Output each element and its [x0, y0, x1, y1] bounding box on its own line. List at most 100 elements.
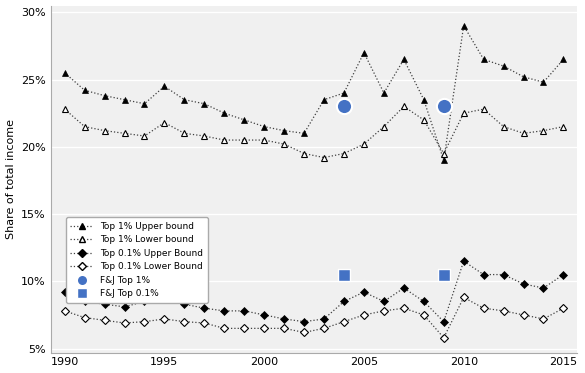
Top 0.1% Upper Bound	[121, 305, 128, 309]
Top 0.1% Lower Bound	[540, 317, 547, 321]
Top 1% Lower bound	[400, 104, 407, 109]
Top 1% Lower bound	[261, 138, 268, 142]
Top 1% Upper bound	[400, 57, 407, 62]
Line: Top 1% Lower bound: Top 1% Lower bound	[61, 103, 567, 161]
Top 1% Upper bound	[441, 158, 448, 163]
Top 1% Lower bound	[121, 131, 128, 135]
Top 1% Lower bound	[500, 124, 507, 129]
Top 1% Upper bound	[81, 88, 88, 93]
Top 1% Lower bound	[201, 134, 208, 138]
Top 0.1% Lower Bound	[380, 308, 387, 313]
Top 0.1% Lower Bound	[221, 326, 228, 330]
Top 0.1% Upper Bound	[181, 302, 188, 306]
Top 0.1% Upper Bound	[161, 295, 168, 300]
Top 1% Upper bound	[480, 57, 487, 62]
Top 1% Upper bound	[181, 97, 188, 102]
Top 0.1% Upper Bound	[520, 282, 527, 286]
Top 1% Lower bound	[281, 142, 288, 146]
Top 0.1% Lower Bound	[441, 336, 448, 340]
Top 0.1% Upper Bound	[81, 299, 88, 304]
F&J Top 1%	[439, 103, 449, 109]
Top 0.1% Upper Bound	[241, 308, 248, 313]
F&J Top 1%	[339, 103, 349, 109]
Top 1% Lower bound	[520, 131, 527, 135]
Legend: Top 1% Upper bound, Top 1% Lower bound, Top 0.1% Upper Bound, Top 0.1% Lower Bou: Top 1% Upper bound, Top 1% Lower bound, …	[66, 217, 208, 303]
Top 0.1% Upper Bound	[201, 306, 208, 310]
Top 1% Lower bound	[241, 138, 248, 142]
Top 0.1% Upper Bound	[560, 272, 567, 277]
Top 0.1% Upper Bound	[420, 299, 427, 304]
Top 0.1% Lower Bound	[360, 313, 367, 317]
Top 1% Upper bound	[301, 131, 308, 135]
Top 1% Lower bound	[420, 117, 427, 122]
Top 0.1% Upper Bound	[400, 286, 407, 290]
Top 0.1% Upper Bound	[380, 299, 387, 304]
Top 1% Lower bound	[321, 155, 328, 160]
Top 1% Upper bound	[560, 57, 567, 62]
Top 1% Upper bound	[460, 23, 467, 28]
Top 1% Upper bound	[261, 124, 268, 129]
Top 0.1% Upper Bound	[540, 286, 547, 290]
Top 0.1% Lower Bound	[61, 308, 68, 313]
Line: Top 0.1% Upper Bound: Top 0.1% Upper Bound	[62, 258, 566, 325]
Top 1% Lower bound	[340, 151, 347, 156]
Top 1% Lower bound	[221, 138, 228, 142]
Top 0.1% Upper Bound	[360, 290, 367, 294]
Y-axis label: Share of total income: Share of total income	[5, 119, 16, 239]
Line: Top 1% Upper bound: Top 1% Upper bound	[61, 22, 567, 164]
Top 0.1% Upper Bound	[460, 259, 467, 263]
Top 1% Upper bound	[340, 91, 347, 95]
Top 0.1% Upper Bound	[441, 319, 448, 324]
Top 0.1% Upper Bound	[500, 272, 507, 277]
Top 1% Upper bound	[201, 101, 208, 106]
Top 0.1% Lower Bound	[400, 306, 407, 310]
Top 0.1% Lower Bound	[301, 330, 308, 335]
Top 0.1% Lower Bound	[261, 326, 268, 330]
Top 1% Upper bound	[420, 97, 427, 102]
Top 0.1% Lower Bound	[121, 321, 128, 325]
Top 1% Lower bound	[540, 128, 547, 133]
Top 0.1% Lower Bound	[81, 316, 88, 320]
Top 1% Upper bound	[281, 128, 288, 133]
Top 1% Lower bound	[560, 124, 567, 129]
Top 1% Upper bound	[101, 94, 108, 98]
Top 0.1% Lower Bound	[480, 306, 487, 310]
Top 1% Lower bound	[161, 120, 168, 125]
Top 0.1% Lower Bound	[460, 295, 467, 300]
Top 1% Upper bound	[380, 91, 387, 95]
Top 0.1% Upper Bound	[281, 317, 288, 321]
Top 0.1% Lower Bound	[141, 319, 148, 324]
Top 1% Lower bound	[301, 151, 308, 156]
Top 1% Upper bound	[61, 70, 68, 75]
Top 1% Lower bound	[141, 134, 148, 138]
Top 0.1% Upper Bound	[301, 319, 308, 324]
Top 1% Lower bound	[380, 124, 387, 129]
Top 0.1% Upper Bound	[101, 302, 108, 306]
Top 1% Upper bound	[360, 50, 367, 55]
Top 0.1% Lower Bound	[241, 326, 248, 330]
Top 0.1% Upper Bound	[221, 308, 228, 313]
Top 0.1% Lower Bound	[101, 318, 108, 323]
Top 1% Lower bound	[460, 111, 467, 115]
Top 1% Upper bound	[520, 75, 527, 79]
Top 0.1% Lower Bound	[340, 319, 347, 324]
Top 0.1% Lower Bound	[321, 326, 328, 330]
Top 0.1% Lower Bound	[560, 306, 567, 310]
F&J Top 0.1%	[339, 272, 349, 278]
Top 0.1% Lower Bound	[420, 313, 427, 317]
Top 1% Lower bound	[81, 124, 88, 129]
Top 1% Upper bound	[321, 97, 328, 102]
Top 0.1% Lower Bound	[520, 313, 527, 317]
Top 0.1% Upper Bound	[61, 290, 68, 294]
Top 1% Lower bound	[441, 151, 448, 156]
Top 1% Upper bound	[540, 80, 547, 84]
Top 0.1% Lower Bound	[161, 317, 168, 321]
Top 0.1% Lower Bound	[201, 321, 208, 325]
Top 0.1% Upper Bound	[321, 317, 328, 321]
Top 1% Lower bound	[360, 142, 367, 146]
Top 1% Lower bound	[101, 128, 108, 133]
Top 1% Upper bound	[221, 111, 228, 115]
Top 1% Lower bound	[61, 107, 68, 112]
Top 1% Upper bound	[241, 117, 248, 122]
Top 1% Upper bound	[141, 101, 148, 106]
